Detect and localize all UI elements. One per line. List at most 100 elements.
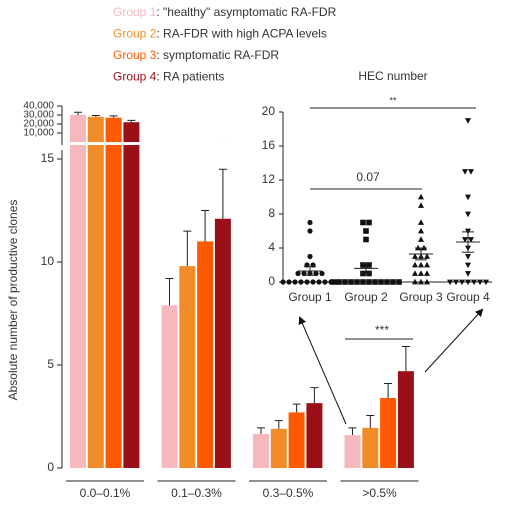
point: [310, 279, 316, 285]
error-bar: [218, 168, 227, 219]
point: [424, 278, 430, 285]
point: [360, 279, 366, 285]
x-tick-label: Group 1: [288, 290, 332, 304]
point: [307, 219, 313, 226]
point: [292, 279, 298, 285]
y-tick-label: 10,000: [23, 128, 54, 139]
y-tick-label: 4: [268, 240, 275, 254]
legend-name: Group 3: [113, 48, 157, 62]
error-bar: [109, 115, 118, 118]
annotation: ***: [375, 323, 389, 337]
bar: [253, 434, 269, 468]
bar: [214, 218, 231, 468]
point: [396, 279, 402, 285]
legend-description: : "healthy" asymptomatic RA-FDR: [156, 5, 336, 19]
y-tick-label: 16: [262, 138, 276, 152]
error-bar: [292, 403, 301, 413]
point: [366, 279, 372, 285]
error-bar: [401, 345, 410, 372]
point: [468, 237, 474, 243]
point: [286, 279, 292, 285]
point: [418, 193, 424, 200]
x-tick-label: Group 3: [399, 290, 443, 304]
y-tick-label: 10: [41, 254, 55, 268]
point: [447, 279, 453, 286]
sem-bar: [360, 262, 372, 274]
bar-upper: [123, 122, 140, 142]
error-bar: [127, 119, 136, 123]
y-tick-label: 40,000: [23, 101, 54, 112]
sem-bar: [462, 231, 474, 253]
x-tick-label: Group 2: [344, 290, 388, 304]
bar: [270, 428, 287, 468]
point: [471, 279, 477, 286]
point: [384, 279, 390, 285]
legend-entry: Group 3: symptomatic RA-FDR: [113, 48, 279, 62]
point: [424, 261, 430, 268]
bar-upper: [70, 115, 86, 142]
inset-bg: [283, 108, 492, 282]
annotation: 0.07: [356, 170, 380, 184]
legend-name: Group 1: [113, 5, 157, 19]
bar: [380, 397, 397, 468]
bar: [397, 371, 414, 468]
bar: [362, 427, 379, 468]
bar-upper: [197, 141, 214, 142]
point: [418, 202, 424, 208]
point: [354, 279, 360, 285]
point: [465, 211, 471, 218]
error-bar: [274, 420, 283, 429]
point: [465, 254, 471, 260]
point: [280, 279, 286, 285]
point: [319, 270, 325, 277]
error-bar: [310, 387, 319, 404]
lower-panel: [70, 145, 414, 468]
point: [307, 228, 313, 234]
y-tick-label: 30,000: [23, 110, 54, 121]
point: [372, 279, 378, 285]
point: [360, 262, 366, 268]
error-bar: [91, 114, 100, 117]
arrow: [298, 316, 347, 425]
bar-upper: [179, 141, 196, 142]
point: [465, 279, 471, 286]
bar-upper: [270, 141, 287, 142]
x-tick-label: >0.5%: [362, 486, 397, 500]
point: [390, 279, 396, 285]
legend-description: : RA-FDR with high ACPA levels: [156, 27, 327, 41]
y-tick-label: 20,000: [23, 119, 54, 130]
point: [453, 279, 459, 286]
point: [412, 253, 418, 259]
point: [418, 227, 424, 234]
error-bar: [165, 277, 174, 306]
y-tick-label: 0: [47, 460, 54, 474]
y-tick-label: 15: [41, 151, 55, 165]
point: [462, 237, 468, 243]
bar: [306, 403, 323, 468]
bar: [87, 145, 104, 468]
point: [366, 219, 372, 226]
legend-entry: Group 1: "healthy" asymptomatic RA-FDR: [113, 5, 337, 19]
x-tick-label: Group 4: [446, 290, 490, 304]
bar: [197, 241, 214, 468]
y-axis-label: Absolute number of productive clones: [6, 200, 20, 401]
y-tick-label: 5: [47, 357, 54, 371]
point: [418, 261, 424, 268]
point: [465, 271, 471, 277]
point: [330, 279, 336, 285]
point: [424, 253, 430, 259]
bar: [123, 145, 140, 468]
error-bar: [183, 230, 192, 267]
point: [316, 279, 322, 285]
point: [483, 279, 489, 286]
point: [418, 219, 424, 225]
point: [465, 194, 471, 201]
point: [418, 236, 424, 242]
point: [462, 169, 468, 175]
x-tick-label: 0.1–0.3%: [171, 486, 222, 500]
legend-description: : symptomatic RA-FDR: [156, 48, 279, 62]
point: [298, 279, 304, 285]
point: [378, 279, 384, 285]
point: [366, 262, 372, 268]
